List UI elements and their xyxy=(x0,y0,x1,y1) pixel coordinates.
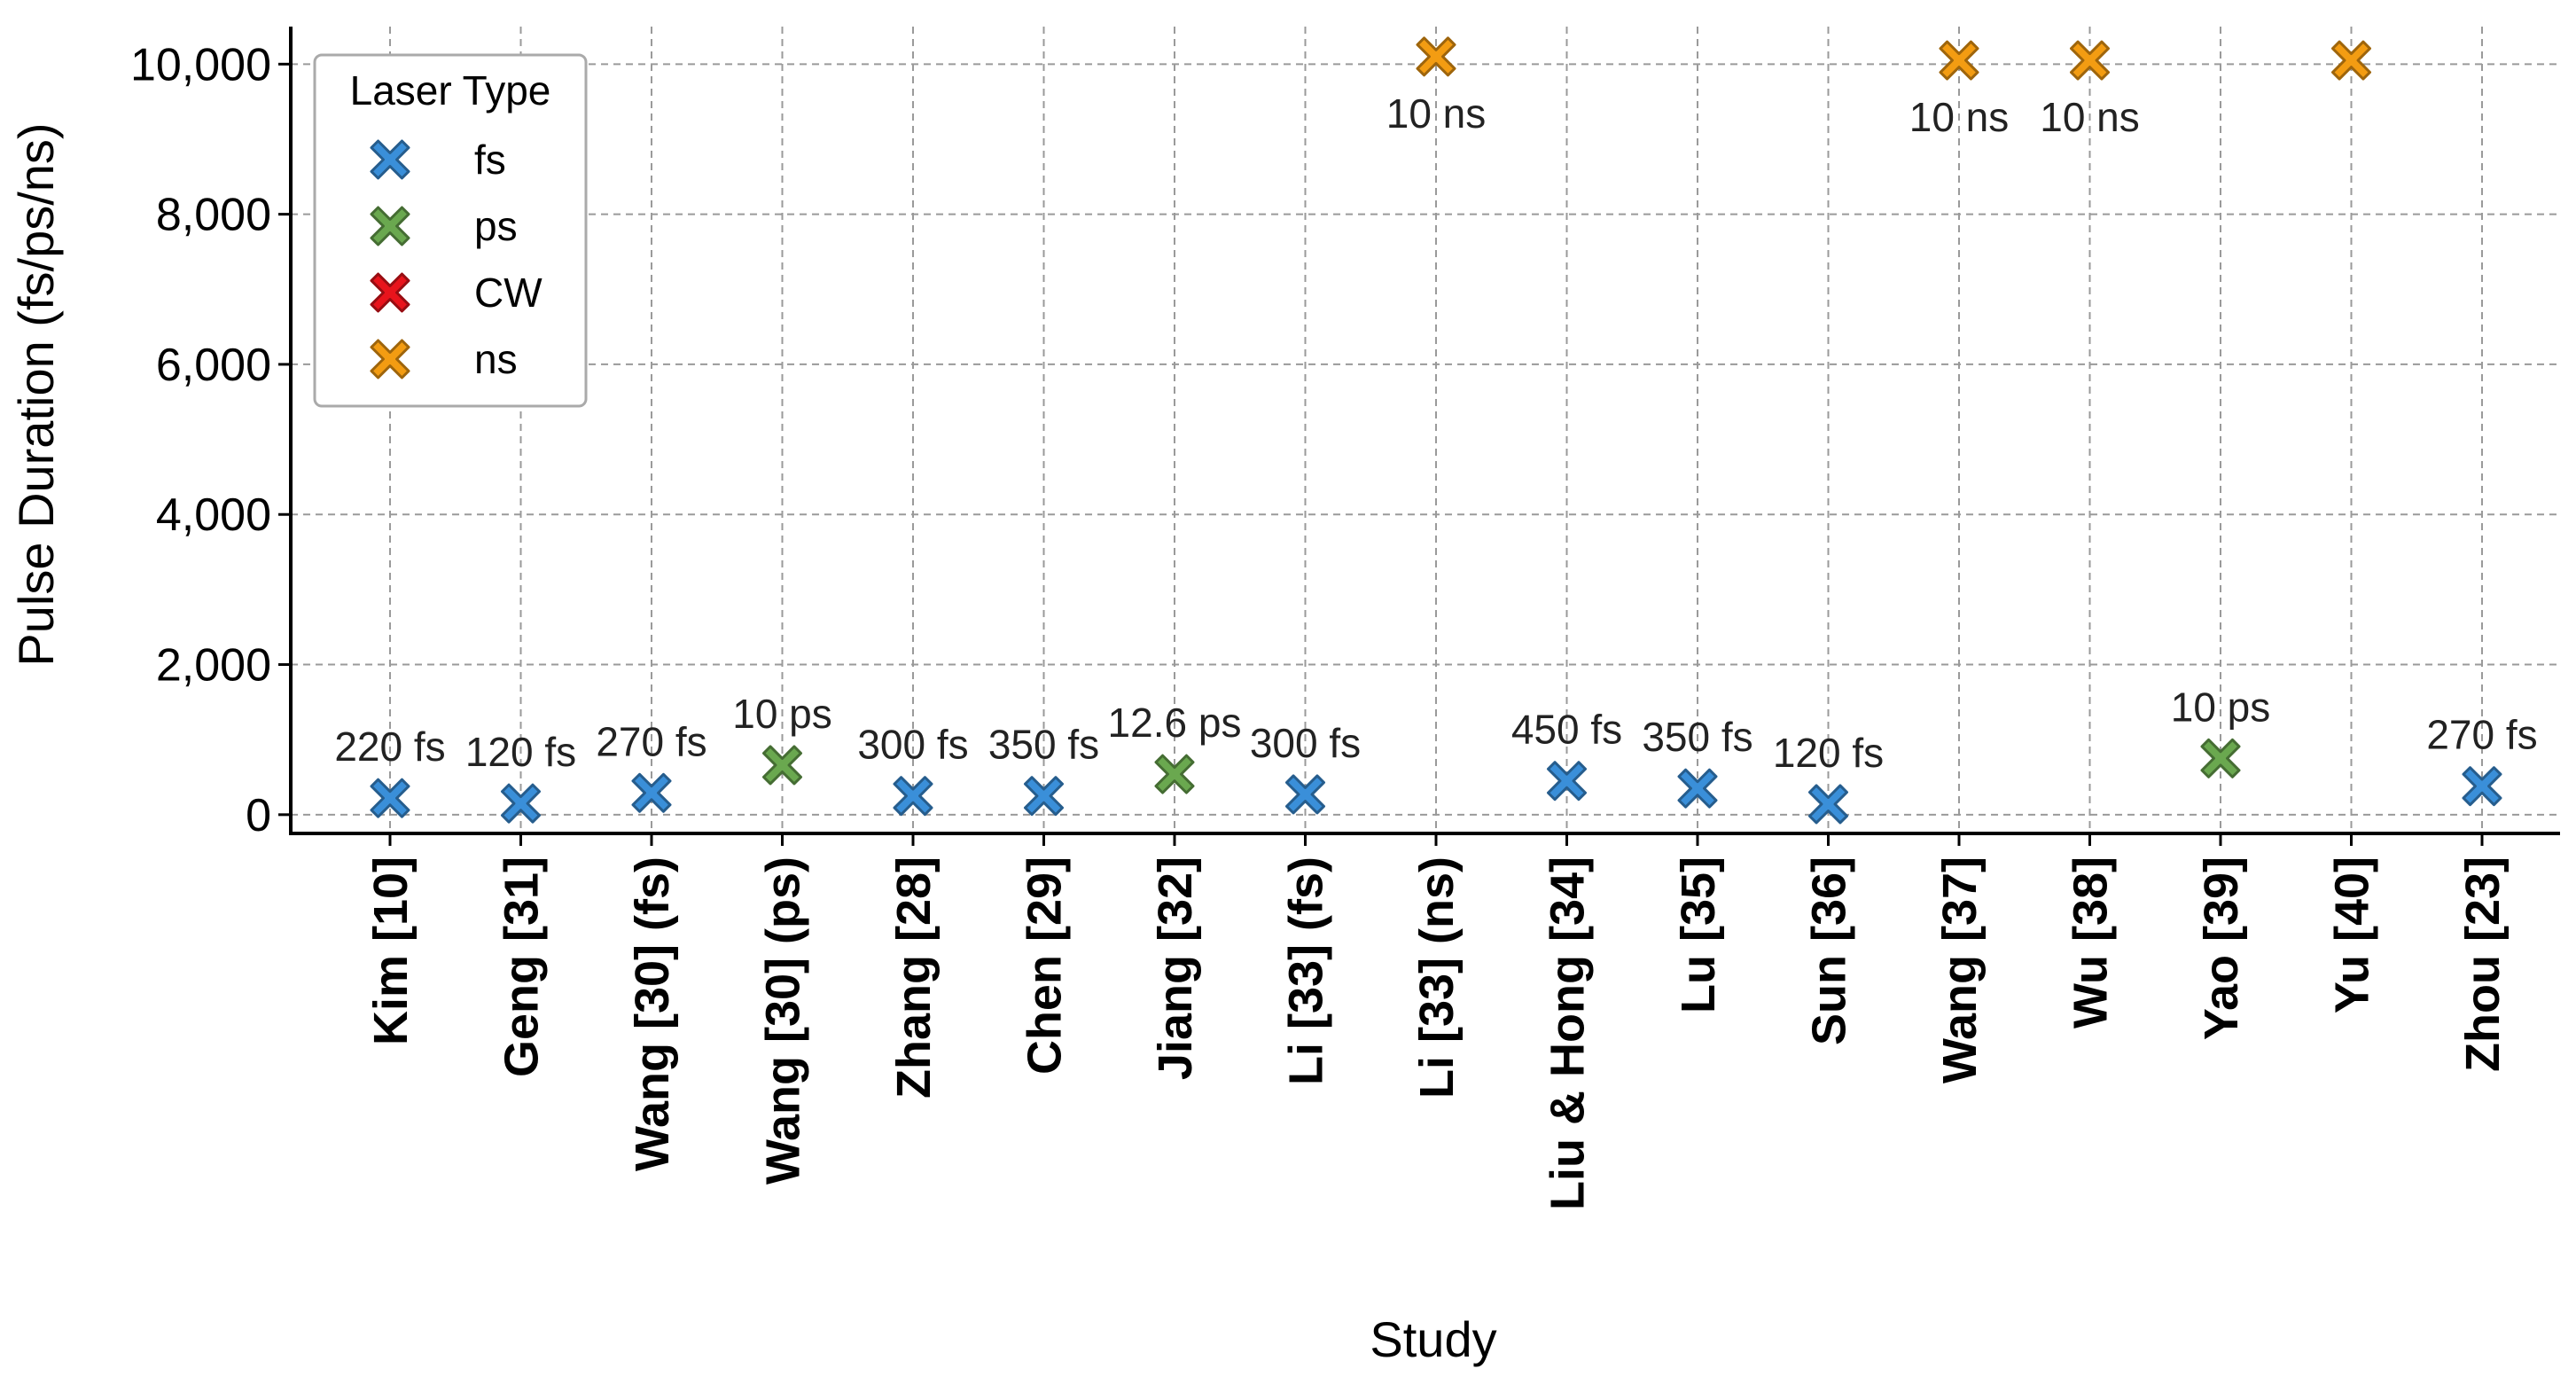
x-axis-title: Study xyxy=(1370,1311,1496,1367)
legend-marker xyxy=(370,139,410,180)
x-tick-label: Sun [36] xyxy=(1803,856,1856,1045)
data-point xyxy=(2200,738,2241,778)
data-label: 270 fs xyxy=(596,718,706,764)
x-tick-label: Chen [29] xyxy=(1019,856,1072,1075)
x-tick-label: Wu [38] xyxy=(2065,856,2118,1028)
x-tick-label: Yu [40] xyxy=(2326,856,2379,1013)
y-tick-label: 2,000 xyxy=(156,640,271,692)
legend-title: Laser Type xyxy=(350,67,551,113)
x-tick-label: Li [33] (fs) xyxy=(1280,856,1333,1085)
data-point xyxy=(1808,784,1848,825)
legend-label: ps xyxy=(474,203,518,249)
axes xyxy=(289,27,2560,835)
legend-box xyxy=(313,53,588,408)
data-point xyxy=(762,745,802,786)
data-label: 10 ps xyxy=(2171,684,2271,730)
data-label: 300 fs xyxy=(1250,720,1361,766)
data-label: 350 fs xyxy=(1642,714,1752,760)
legend: Laser Type fs ps CW ns xyxy=(313,53,588,408)
x-tick-label: Wang [30] (fs) xyxy=(626,856,679,1171)
data-label: 350 fs xyxy=(988,722,1099,768)
legend-label: fs xyxy=(474,137,506,183)
y-tick-label: 0 xyxy=(246,790,271,841)
x-tick-label: Geng [31] xyxy=(496,856,549,1077)
data-point xyxy=(1677,768,1718,809)
data-point xyxy=(1416,36,1456,77)
x-tick-label: Yao [39] xyxy=(2195,856,2248,1040)
y-axis-title: Pulse Duration (fs/ps/ns) xyxy=(8,122,64,666)
data-label: 10 ns xyxy=(1909,94,2010,140)
data-label: 10 ns xyxy=(2040,94,2140,140)
legend-label: ns xyxy=(474,336,518,382)
legend-marker xyxy=(370,272,410,313)
y-tick-labels: 0 2,000 4,000 6,000 8,000 10,000 xyxy=(130,39,291,841)
legend-marker xyxy=(370,339,410,379)
x-tick-label: Wang [37] xyxy=(1933,856,1987,1083)
data-points xyxy=(370,36,2502,825)
legend-entry: ns xyxy=(370,336,518,382)
legend-entry: ps xyxy=(370,203,518,249)
legend-label: CW xyxy=(474,270,543,316)
data-point xyxy=(2462,766,2502,807)
data-label: 10 ps xyxy=(732,691,832,737)
data-point xyxy=(1024,776,1064,817)
x-tick-label: Liu & Hong [34] xyxy=(1542,856,1595,1210)
y-tick-label: 4,000 xyxy=(156,489,271,541)
data-label: 220 fs xyxy=(334,723,445,770)
legend-marker xyxy=(370,206,410,246)
data-label: 12.6 ps xyxy=(1108,700,1242,746)
data-point xyxy=(1547,761,1587,802)
data-point xyxy=(370,778,410,818)
data-label: 300 fs xyxy=(857,722,968,768)
x-tick-label: Li [33] (ns) xyxy=(1410,856,1464,1099)
x-tick-label: Jiang [32] xyxy=(1149,856,1202,1080)
y-tick-label: 6,000 xyxy=(156,340,271,391)
x-tick-label: Zhang [28] xyxy=(887,856,941,1099)
y-tick-label: 10,000 xyxy=(130,39,271,90)
legend-entry: CW xyxy=(370,270,543,316)
data-label: 450 fs xyxy=(1511,707,1622,753)
data-label: 10 ns xyxy=(1386,90,1487,137)
data-point xyxy=(893,776,933,817)
y-tick-label: 8,000 xyxy=(156,190,271,241)
data-point xyxy=(2331,40,2371,81)
legend-entries: fs ps CW ns xyxy=(370,137,543,382)
data-point xyxy=(1285,774,1325,815)
x-tick-label: Zhou [23] xyxy=(2456,856,2510,1072)
data-label: 120 fs xyxy=(465,729,576,775)
data-point xyxy=(1939,40,1979,81)
x-tick-label: Wang [30] (ps) xyxy=(757,856,810,1185)
data-point xyxy=(631,772,672,813)
legend-entry: fs xyxy=(370,137,506,183)
data-point xyxy=(501,783,541,824)
x-tick-label: Kim [10] xyxy=(364,856,418,1045)
data-point xyxy=(2070,40,2110,81)
x-tick-label: Lu [35] xyxy=(1672,856,1725,1013)
data-point xyxy=(1154,754,1195,794)
x-tick-labels: Kim [10] Geng [31] Wang [30] (fs) Wang [30]… xyxy=(364,833,2510,1210)
data-label: 270 fs xyxy=(2426,712,2537,758)
data-label: 120 fs xyxy=(1773,730,1884,776)
